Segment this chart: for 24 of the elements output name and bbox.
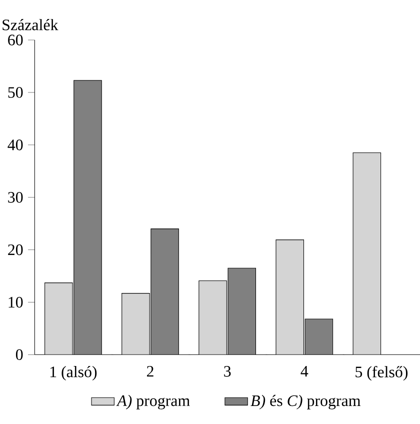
y-tick-label: 60 <box>8 34 23 46</box>
x-tick-label: 4 <box>300 366 308 376</box>
y-tick-label: 0 <box>16 349 23 360</box>
bar <box>304 318 334 355</box>
bar <box>44 282 73 355</box>
y-tick-label: 50 <box>8 87 23 98</box>
bar <box>198 280 227 355</box>
bar <box>150 228 179 355</box>
x-tick-label: 5 (felső) <box>356 366 408 381</box>
y-tick-label: 20 <box>8 244 23 256</box>
y-axis-title: Százalék <box>2 19 58 30</box>
bar <box>74 80 102 355</box>
x-tick-label: 2 <box>146 366 154 377</box>
legend-label: B) és C) program <box>250 394 361 410</box>
y-tick-label: 30 <box>8 192 23 203</box>
y-tick-label: 40 <box>8 140 23 150</box>
bar <box>276 240 304 355</box>
y-tick-label: 10 <box>8 296 23 308</box>
x-tick-label: 1 (alsó) <box>50 366 97 380</box>
x-tick-label: 3 <box>224 366 231 377</box>
bar <box>352 152 382 355</box>
legend-label: A) program <box>116 394 190 410</box>
bar <box>228 268 256 355</box>
bar <box>122 293 150 355</box>
